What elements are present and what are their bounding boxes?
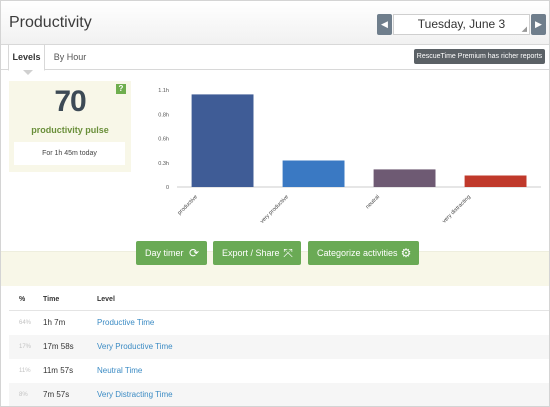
categorize-label: Categorize activities <box>317 248 398 258</box>
x-tick-label: very productive <box>259 194 290 225</box>
x-tick-label: productive <box>177 194 199 216</box>
table-header: % Time Level <box>9 289 549 311</box>
row-level-link[interactable]: Very Productive Time <box>97 342 173 351</box>
row-percent: 8% <box>19 392 28 398</box>
active-tab-pointer <box>23 70 33 75</box>
row-level-link[interactable]: Productive Time <box>97 318 155 327</box>
bar-very-distracting[interactable] <box>464 175 527 188</box>
bar-very-productive[interactable] <box>282 160 345 188</box>
productivity-bar-chart: 0 0.3h 0.6h 0.8h 1.1h productive very producti… <box>158 88 541 225</box>
pulse-label: productivity pulse <box>31 125 109 135</box>
date-label: Tuesday, June 3 <box>417 17 506 31</box>
row-percent: 11% <box>19 368 31 374</box>
header-percent: % <box>19 296 26 303</box>
table-row: 64% 1h 7m Productive Time <box>9 311 549 335</box>
share-icon: ⤧ <box>283 246 293 260</box>
y-tick-label: 0.6h <box>158 137 169 143</box>
row-time: 1h 7m <box>43 318 66 327</box>
header-level: Level <box>97 296 115 303</box>
y-tick-label: 0 <box>166 185 169 191</box>
export-share-label: Export / Share <box>222 248 280 258</box>
y-tick-label: 0.3h <box>158 161 169 167</box>
row-time: 7m 57s <box>43 390 70 399</box>
row-percent: 17% <box>19 344 32 350</box>
gear-icon: ⚙ <box>400 246 412 260</box>
row-time: 11m 57s <box>43 366 74 375</box>
day-timer-label: Day timer <box>145 248 184 258</box>
row-time: 17m 58s <box>43 342 74 351</box>
table-row: 11% 11m 57s Neutral Time <box>9 359 549 383</box>
tab-levels[interactable]: Levels <box>8 45 45 71</box>
row-level-link[interactable]: Neutral Time <box>97 366 143 375</box>
date-picker[interactable]: Tuesday, June 3 ◢ <box>393 14 530 35</box>
date-navigator: ◀ Tuesday, June 3 ◢ ▶ <box>377 14 546 35</box>
prev-day-button[interactable]: ◀ <box>377 14 392 35</box>
table-row: 8% 7m 57s Very Distracting Time <box>9 383 549 406</box>
categorize-activities-button[interactable]: Categorize activities ⚙ <box>308 241 419 265</box>
premium-reports-link[interactable]: RescueTime Premium has richer reports <box>414 49 545 64</box>
row-percent: 64% <box>19 320 32 326</box>
panel-header: Productivity ◀ Tuesday, June 3 ◢ ▶ <box>1 1 549 45</box>
resize-corner-icon: ◢ <box>521 26 527 33</box>
x-tick-label: neutral <box>365 194 381 210</box>
tab-by-hour[interactable]: By Hour <box>53 52 87 62</box>
bar-neutral[interactable] <box>373 169 436 187</box>
export-share-button[interactable]: Export / Share ⤧ <box>213 241 301 265</box>
y-tick-label: 0.8h <box>158 112 169 118</box>
next-day-button[interactable]: ▶ <box>531 14 546 35</box>
row-level-link[interactable]: Very Distracting Time <box>97 390 173 399</box>
header-time: Time <box>43 296 60 303</box>
y-tick-label: 1.1h <box>158 88 169 94</box>
bar-productive[interactable] <box>191 94 254 187</box>
help-icon[interactable]: ? <box>116 84 126 94</box>
pulse-today-total: For 1h 45m today <box>14 142 125 165</box>
caret-right-icon: ▶ <box>535 19 542 29</box>
refresh-icon: ⟳ <box>188 246 200 260</box>
caret-left-icon: ◀ <box>381 19 388 29</box>
table-row: 17% 17m 58s Very Productive Time <box>9 335 549 359</box>
page-title: Productivity <box>9 14 92 31</box>
x-tick-label: very distracting <box>442 194 472 224</box>
day-timer-button[interactable]: Day timer ⟳ <box>136 241 207 265</box>
pulse-value: 70 <box>54 85 86 118</box>
